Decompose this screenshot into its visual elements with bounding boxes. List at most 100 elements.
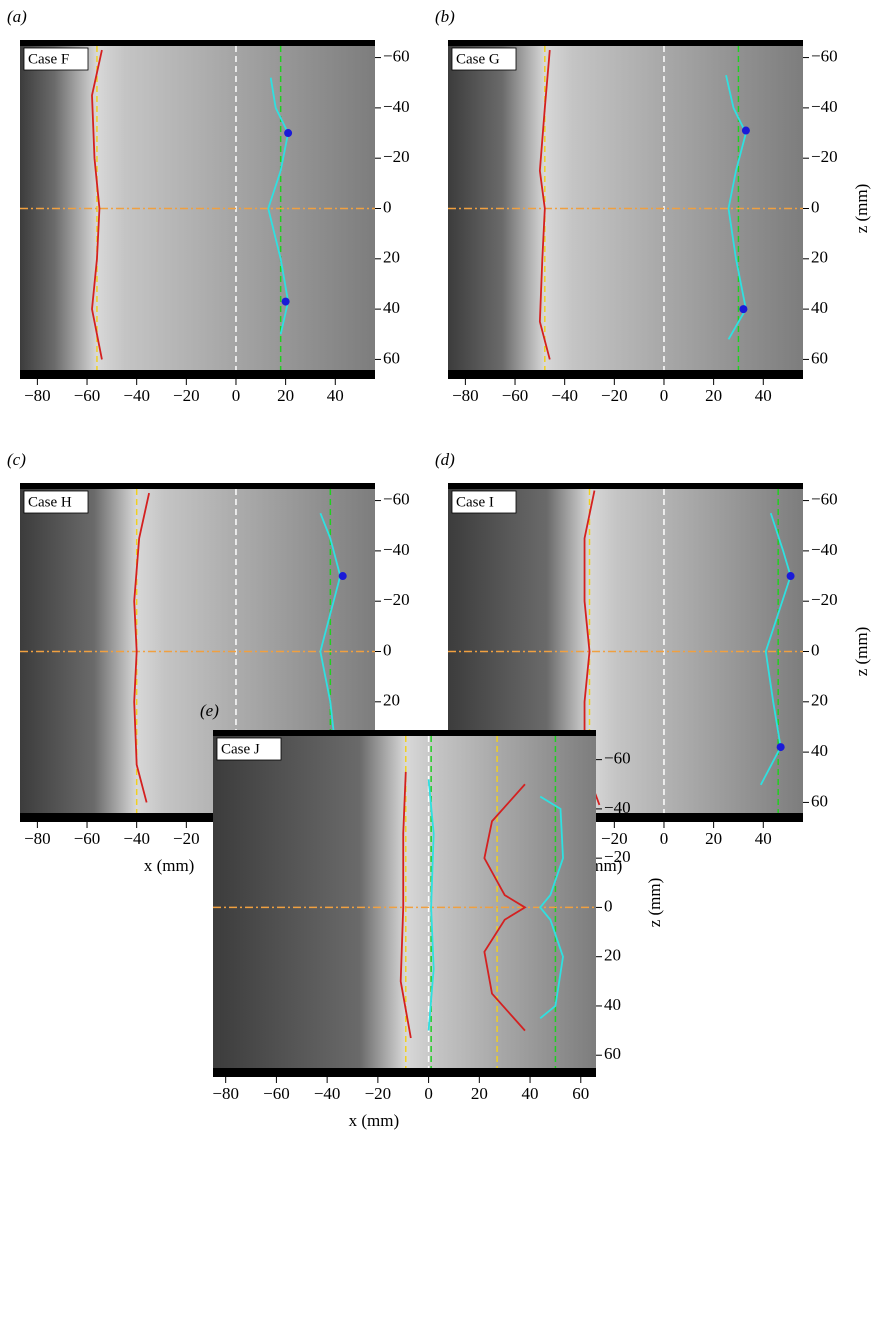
curve bbox=[539, 795, 564, 1019]
x-tick-label: 0 bbox=[660, 386, 669, 405]
y-tick-label: 0 bbox=[811, 197, 820, 216]
x-axis-label: x (mm) bbox=[349, 1111, 400, 1130]
y-axis-label: z (mm) bbox=[645, 878, 664, 928]
y-tick-label: −40 bbox=[811, 540, 838, 559]
case-box bbox=[451, 47, 517, 71]
y-tick-label: 40 bbox=[811, 298, 828, 317]
curve bbox=[427, 779, 435, 1031]
case-box bbox=[23, 490, 89, 514]
curve bbox=[267, 77, 290, 335]
y-tick-label: 40 bbox=[383, 298, 400, 317]
case-label: Case H bbox=[28, 494, 72, 510]
x-tick-label: −20 bbox=[601, 829, 628, 848]
case-box bbox=[451, 490, 517, 514]
x-tick-label: −80 bbox=[212, 1084, 239, 1103]
y-tick-label: −40 bbox=[383, 540, 410, 559]
marker bbox=[281, 297, 290, 306]
curve bbox=[399, 771, 412, 1039]
image-border-top bbox=[213, 730, 596, 736]
x-tick-label: 20 bbox=[705, 386, 722, 405]
y-tick-label: −60 bbox=[811, 46, 838, 65]
marker bbox=[741, 126, 750, 135]
x-tick-label: −60 bbox=[74, 829, 101, 848]
y-tick-label: 60 bbox=[383, 348, 400, 367]
curve bbox=[760, 512, 792, 786]
x-tick-label: 60 bbox=[572, 1084, 589, 1103]
x-tick-label: −20 bbox=[173, 829, 200, 848]
curve bbox=[538, 49, 551, 360]
image-border-bottom bbox=[20, 813, 375, 822]
x-tick-label: 40 bbox=[327, 386, 344, 405]
x-tick-label: −40 bbox=[123, 829, 150, 848]
case-label: Case F bbox=[28, 51, 69, 67]
y-tick-label: 60 bbox=[604, 1044, 621, 1063]
image-border-bottom bbox=[448, 813, 803, 822]
y-tick-label: 20 bbox=[604, 946, 621, 965]
y-tick-label: 60 bbox=[811, 791, 828, 810]
x-tick-label: −60 bbox=[502, 386, 529, 405]
case-label: Case J bbox=[221, 741, 260, 757]
x-tick-label: −40 bbox=[551, 386, 578, 405]
x-tick-label: −40 bbox=[314, 1084, 341, 1103]
x-tick-label: −80 bbox=[24, 829, 51, 848]
y-tick-label: −60 bbox=[383, 46, 410, 65]
case-box bbox=[23, 47, 89, 71]
y-axis-label: z (mm) bbox=[852, 627, 871, 677]
marker bbox=[284, 129, 293, 138]
curve bbox=[483, 783, 527, 1032]
panel-label: (c) bbox=[7, 450, 26, 469]
curve bbox=[91, 49, 103, 360]
image-border-top bbox=[448, 483, 803, 489]
x-tick-label: 0 bbox=[424, 1084, 433, 1103]
marker bbox=[739, 305, 748, 314]
image-border-top bbox=[448, 40, 803, 46]
case-label: Case G bbox=[456, 51, 500, 67]
y-tick-label: −40 bbox=[604, 798, 631, 817]
y-tick-label: −20 bbox=[383, 590, 410, 609]
panel-label: (e) bbox=[200, 701, 219, 720]
panel-label: (d) bbox=[435, 450, 455, 469]
y-tick-label: −40 bbox=[811, 97, 838, 116]
y-tick-label: −60 bbox=[383, 489, 410, 508]
y-tick-label: 40 bbox=[811, 741, 828, 760]
x-tick-label: −20 bbox=[365, 1084, 392, 1103]
panel-label: (b) bbox=[435, 7, 455, 26]
x-tick-label: 40 bbox=[755, 386, 772, 405]
y-tick-label: −20 bbox=[383, 147, 410, 166]
curve bbox=[725, 74, 747, 340]
x-tick-label: −80 bbox=[24, 386, 51, 405]
y-tick-label: 20 bbox=[383, 248, 400, 267]
curve bbox=[133, 492, 150, 803]
panel-label: (a) bbox=[7, 7, 27, 26]
case-label: Case I bbox=[456, 494, 494, 510]
x-tick-label: 0 bbox=[660, 829, 669, 848]
y-tick-label: −20 bbox=[811, 147, 838, 166]
marker bbox=[338, 572, 347, 581]
y-tick-label: 0 bbox=[383, 640, 392, 659]
case-box bbox=[216, 737, 282, 761]
x-tick-label: −80 bbox=[452, 386, 479, 405]
x-tick-label: −40 bbox=[123, 386, 150, 405]
y-tick-label: 20 bbox=[811, 691, 828, 710]
image-border-bottom bbox=[20, 370, 375, 379]
x-tick-label: 20 bbox=[277, 386, 294, 405]
image-border-top bbox=[20, 483, 375, 489]
y-tick-label: 60 bbox=[811, 348, 828, 367]
y-axis-label: z (mm) bbox=[852, 184, 871, 234]
x-tick-label: −60 bbox=[74, 386, 101, 405]
x-tick-label: −20 bbox=[601, 386, 628, 405]
y-tick-label: −20 bbox=[811, 590, 838, 609]
y-tick-label: −20 bbox=[604, 847, 631, 866]
marker bbox=[786, 572, 795, 581]
x-tick-label: 20 bbox=[471, 1084, 488, 1103]
x-axis-label: x (mm) bbox=[144, 856, 195, 875]
x-tick-label: −20 bbox=[173, 386, 200, 405]
image-border-top bbox=[20, 40, 375, 46]
y-tick-label: 40 bbox=[604, 995, 621, 1014]
y-tick-label: 20 bbox=[383, 691, 400, 710]
x-tick-label: 20 bbox=[705, 829, 722, 848]
image-border-bottom bbox=[213, 1068, 596, 1077]
y-tick-label: 0 bbox=[604, 896, 613, 915]
x-tick-label: −60 bbox=[263, 1084, 290, 1103]
x-tick-label: 0 bbox=[232, 386, 241, 405]
